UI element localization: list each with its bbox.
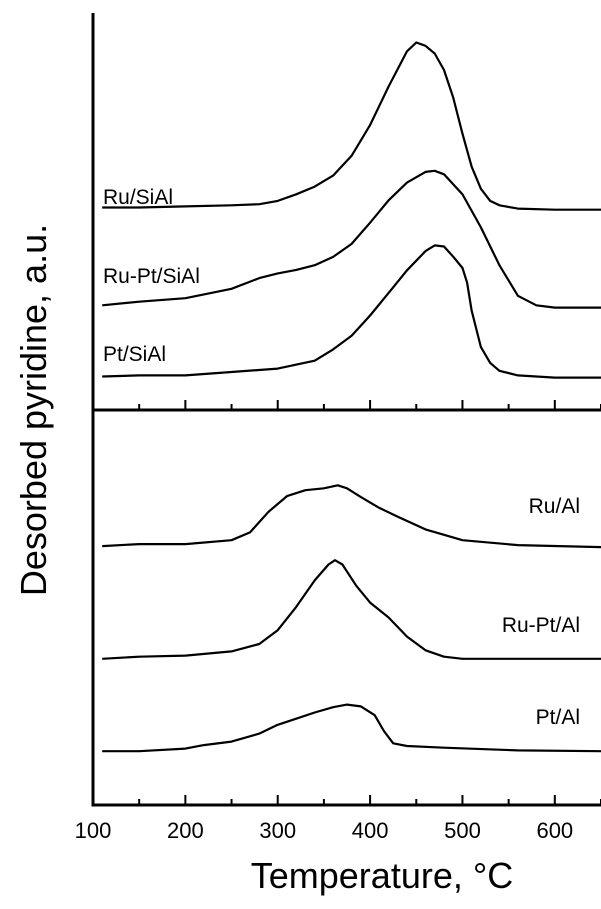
series-ru-sial xyxy=(102,41,601,211)
x-tick-label: 100 xyxy=(75,818,112,843)
series-label: Pt/Al xyxy=(536,706,580,729)
y-axis-title: Desorbed pyridine, a.u. xyxy=(13,224,54,596)
curves xyxy=(102,41,601,753)
x-tick-label: 600 xyxy=(536,818,573,843)
x-tick-label: 200 xyxy=(167,818,204,843)
x-tick-label: 500 xyxy=(444,818,481,843)
series-ru-al xyxy=(102,484,601,549)
series-label: Ru-Pt/SiAl xyxy=(103,265,200,288)
series-ru-pt-sial xyxy=(102,169,601,309)
series-label: Ru/SiAl xyxy=(103,186,173,209)
curve-labels: Ru/SiAl Ru-Pt/SiAl Pt/SiAl Ru/Al Ru-Pt/Al Pt/… xyxy=(103,186,580,729)
x-tick-label: 300 xyxy=(259,818,296,843)
x-tick-label: 400 xyxy=(352,818,389,843)
series-label: Ru/Al xyxy=(529,495,580,518)
series-pt-sial xyxy=(102,244,601,379)
x-axis-title: Temperature, °C xyxy=(251,855,514,896)
x-tick-labels: 100 200 300 400 500 600 xyxy=(75,818,574,843)
plot-frame xyxy=(91,13,601,807)
series-pt-al xyxy=(102,703,601,753)
series-ru-pt-al xyxy=(102,559,601,660)
series-label: Pt/SiAl xyxy=(103,343,166,366)
series-label: Ru-Pt/Al xyxy=(502,614,580,637)
x-ticks xyxy=(92,400,601,805)
